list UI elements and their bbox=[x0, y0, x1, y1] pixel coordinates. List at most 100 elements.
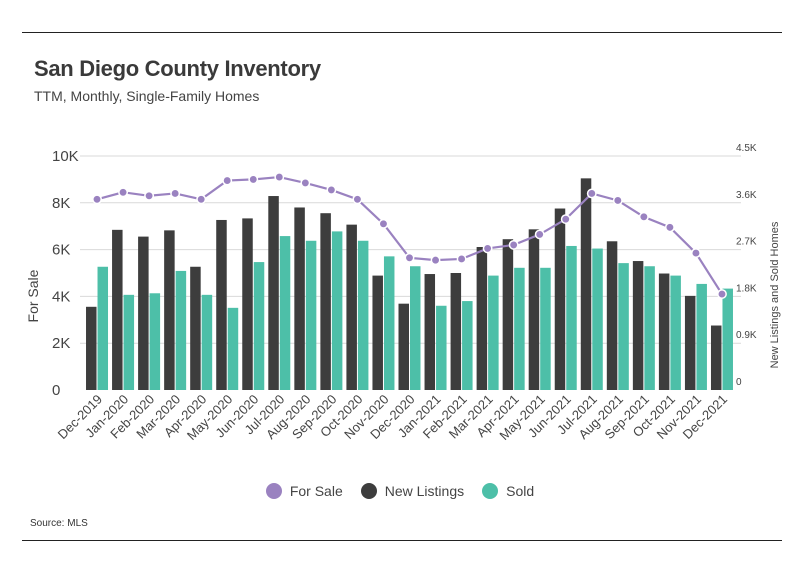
y2-tick-label: 3.6K bbox=[736, 190, 757, 201]
y-tick-label: 6K bbox=[52, 242, 70, 259]
new-listings-swatch-icon bbox=[360, 483, 377, 499]
for-sale-point bbox=[717, 289, 727, 300]
for-sale-point bbox=[196, 194, 207, 205]
sold-bar bbox=[149, 293, 161, 390]
y2-tick-label: 0.9K bbox=[736, 330, 757, 341]
for-sale-point bbox=[690, 248, 701, 259]
chart-subtitle: TTM, Monthly, Single-Family Homes bbox=[34, 88, 260, 104]
left-axis-ticks: 0 2K 4K 6K 8K 10K bbox=[52, 148, 79, 399]
new-listings-bar bbox=[450, 273, 462, 390]
sold-bar bbox=[644, 266, 655, 390]
sold-bar bbox=[279, 236, 291, 390]
for-sale-point bbox=[352, 194, 363, 205]
y-tick-label: 4K bbox=[52, 288, 70, 305]
for-sale-point bbox=[638, 211, 649, 222]
new-listings-bar bbox=[554, 208, 566, 390]
for-sale-point bbox=[118, 187, 129, 198]
for-sale-point bbox=[586, 188, 597, 199]
sold-swatch-icon bbox=[482, 483, 499, 499]
new-listings-bar bbox=[320, 213, 331, 390]
for-sale-point bbox=[326, 184, 337, 195]
bottom-rule bbox=[22, 540, 782, 541]
new-listings-bar bbox=[528, 229, 540, 390]
for-sale-swatch-icon bbox=[265, 483, 282, 499]
for-sale-point bbox=[430, 255, 441, 266]
bar-group bbox=[86, 178, 733, 390]
new-listings-bar bbox=[372, 275, 383, 390]
for-sale-point bbox=[560, 214, 571, 225]
for-sale-point bbox=[170, 188, 181, 199]
sold-bar bbox=[618, 263, 629, 390]
sold-bar bbox=[540, 267, 551, 390]
sold-bar bbox=[592, 248, 603, 390]
new-listings-bar bbox=[216, 219, 227, 390]
new-listings-bar bbox=[424, 274, 436, 390]
sold-bar bbox=[462, 301, 473, 390]
new-listings-bar bbox=[632, 261, 644, 390]
line-group bbox=[92, 172, 727, 300]
legend-item-sold[interactable]: Sold bbox=[482, 483, 534, 499]
y2-tick-label: 2.7K bbox=[736, 237, 757, 248]
sold-bar bbox=[201, 294, 213, 390]
sold-bar bbox=[566, 245, 577, 390]
new-listings-bar bbox=[268, 196, 279, 390]
new-listings-bar bbox=[398, 303, 409, 390]
legend-item-for-sale[interactable]: For Sale bbox=[265, 483, 343, 499]
new-listings-bar bbox=[502, 239, 514, 390]
new-listings-bar bbox=[346, 224, 357, 390]
sold-bar bbox=[696, 283, 707, 390]
for-sale-point bbox=[378, 218, 389, 229]
for-sale-point bbox=[222, 175, 233, 186]
sold-bar bbox=[227, 307, 239, 390]
sold-bar bbox=[97, 266, 109, 390]
top-rule bbox=[22, 32, 782, 33]
y-tick-label: 10K bbox=[52, 148, 79, 165]
for-sale-point bbox=[144, 190, 155, 201]
for-sale-point bbox=[534, 229, 545, 240]
for-sale-point bbox=[664, 222, 675, 233]
new-listings-bar bbox=[684, 295, 696, 390]
for-sale-point bbox=[482, 243, 493, 254]
for-sale-point bbox=[92, 194, 102, 205]
right-axis-label: New Listings and Sold Homes bbox=[769, 221, 781, 368]
sold-bar bbox=[253, 262, 265, 390]
sold-bar bbox=[488, 275, 499, 390]
sold-bar bbox=[123, 294, 135, 390]
for-sale-point bbox=[274, 172, 285, 183]
sold-bar bbox=[357, 240, 369, 390]
for-sale-point bbox=[508, 239, 519, 250]
new-listings-bar bbox=[606, 241, 618, 390]
y2-tick-label: 4.5K bbox=[736, 143, 757, 154]
for-sale-point bbox=[300, 177, 311, 188]
legend-label-sold: Sold bbox=[506, 483, 535, 499]
chart-title: San Diego County Inventory bbox=[34, 56, 321, 81]
new-listings-bar bbox=[294, 207, 305, 390]
right-axis-ticks: 0 0.9K 1.8K 2.7K 3.6K 4.5K bbox=[736, 143, 757, 388]
y-tick-label: 0 bbox=[52, 382, 60, 399]
source-note: Source: MLS bbox=[30, 518, 88, 529]
sold-bar bbox=[436, 305, 447, 390]
for-sale-point bbox=[456, 254, 467, 264]
new-listings-bar bbox=[658, 273, 670, 390]
sold-bar bbox=[305, 240, 317, 390]
y2-tick-label: 0 bbox=[736, 377, 742, 388]
new-listings-bar bbox=[112, 229, 123, 390]
legend-item-new-listings[interactable]: New Listings bbox=[360, 483, 464, 499]
legend: For Sale New Listings Sold bbox=[0, 483, 800, 499]
y-tick-label: 2K bbox=[52, 335, 70, 352]
sold-bar bbox=[383, 256, 395, 390]
y2-tick-label: 1.8K bbox=[736, 283, 757, 294]
for-sale-point bbox=[404, 252, 415, 263]
new-listings-bar bbox=[138, 236, 149, 390]
new-listings-bar bbox=[710, 325, 722, 390]
y-tick-label: 8K bbox=[52, 195, 70, 212]
for-sale-point bbox=[248, 174, 259, 185]
new-listings-bar bbox=[242, 218, 253, 390]
new-listings-bar bbox=[164, 230, 175, 390]
sold-bar bbox=[722, 288, 733, 390]
new-listings-bar bbox=[580, 178, 592, 390]
sold-bar bbox=[670, 275, 681, 390]
new-listings-bar bbox=[190, 266, 201, 390]
x-axis-ticks: Dec-2019Jan-2020Feb-2020Mar-2020Apr-2020… bbox=[55, 392, 730, 443]
